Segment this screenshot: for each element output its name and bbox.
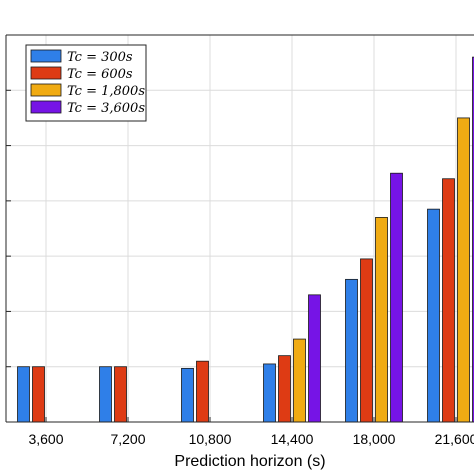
legend-label: Tc = 300s bbox=[67, 50, 133, 65]
bar bbox=[278, 355, 291, 423]
bars bbox=[17, 56, 474, 423]
bar bbox=[375, 217, 388, 423]
bar bbox=[308, 294, 321, 423]
bar bbox=[99, 366, 112, 423]
bar bbox=[457, 117, 470, 423]
bar bbox=[360, 258, 373, 423]
bar bbox=[181, 367, 194, 423]
bar bbox=[472, 56, 474, 423]
bar bbox=[114, 366, 127, 423]
bar bbox=[427, 208, 440, 423]
bar bbox=[442, 178, 455, 423]
bar bbox=[345, 278, 358, 423]
axes bbox=[5, 34, 474, 423]
bar bbox=[390, 172, 403, 423]
x-tick-label: 14,400 bbox=[271, 431, 314, 447]
bar bbox=[17, 366, 30, 423]
legend-swatch bbox=[30, 83, 62, 97]
x-tick-label: 21,600 bbox=[435, 431, 474, 447]
x-tick-label: 7,200 bbox=[110, 431, 145, 447]
x-tick-labels: 3,600 7,200 10,800 14,400 18,000 21,600 bbox=[28, 431, 474, 447]
bar bbox=[196, 360, 209, 423]
x-tick-label: 18,000 bbox=[353, 431, 396, 447]
legend-label: Tc = 1,800s bbox=[67, 84, 145, 99]
bar bbox=[293, 338, 306, 423]
x-axis-title: Prediction horizon (s) bbox=[174, 453, 325, 470]
legend-label: Tc = 600s bbox=[67, 67, 133, 82]
legend-label: Tc = 3,600s bbox=[67, 101, 145, 116]
legend-swatch bbox=[30, 66, 62, 80]
tick-marks bbox=[6, 89, 457, 422]
legend-swatch bbox=[30, 49, 62, 63]
legend: Tc = 300s Tc = 600s Tc = 1,800s Tc = 3,600s bbox=[25, 44, 147, 122]
bar bbox=[263, 363, 276, 423]
x-tick-label: 3,600 bbox=[28, 431, 63, 447]
bar bbox=[32, 366, 45, 423]
x-tick-label: 10,800 bbox=[189, 431, 232, 447]
legend-swatch bbox=[30, 100, 62, 114]
